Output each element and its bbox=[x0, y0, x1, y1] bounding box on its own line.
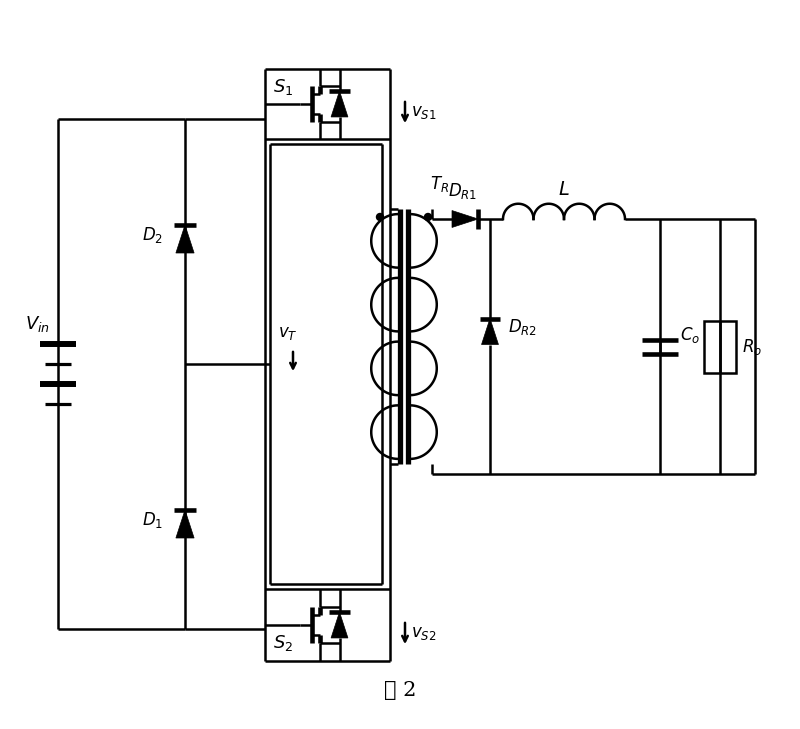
Text: $C_o$: $C_o$ bbox=[680, 324, 700, 345]
Text: $V_{in}$: $V_{in}$ bbox=[25, 314, 50, 334]
Text: 图 2: 图 2 bbox=[384, 682, 416, 701]
Bar bbox=[704, 321, 736, 373]
Text: $v_T$: $v_T$ bbox=[278, 325, 298, 342]
Text: $L$: $L$ bbox=[558, 181, 570, 199]
Text: $S_1$: $S_1$ bbox=[273, 77, 293, 97]
Text: $v_{S2}$: $v_{S2}$ bbox=[411, 625, 437, 642]
Text: $v_{S1}$: $v_{S1}$ bbox=[411, 104, 437, 120]
Circle shape bbox=[377, 214, 383, 220]
Polygon shape bbox=[331, 612, 348, 638]
Text: $D_{R2}$: $D_{R2}$ bbox=[508, 316, 537, 337]
Polygon shape bbox=[176, 225, 194, 253]
Text: $R_o$: $R_o$ bbox=[742, 337, 762, 356]
Text: $D_1$: $D_1$ bbox=[142, 510, 163, 530]
Polygon shape bbox=[331, 91, 348, 117]
Text: $D_2$: $D_2$ bbox=[142, 225, 163, 245]
Text: $S_2$: $S_2$ bbox=[273, 633, 293, 653]
Text: $D_{R1}$: $D_{R1}$ bbox=[448, 181, 478, 201]
Polygon shape bbox=[452, 211, 478, 227]
Circle shape bbox=[425, 214, 431, 220]
Polygon shape bbox=[482, 319, 498, 345]
Text: $T_R$: $T_R$ bbox=[430, 174, 449, 194]
Polygon shape bbox=[176, 510, 194, 538]
